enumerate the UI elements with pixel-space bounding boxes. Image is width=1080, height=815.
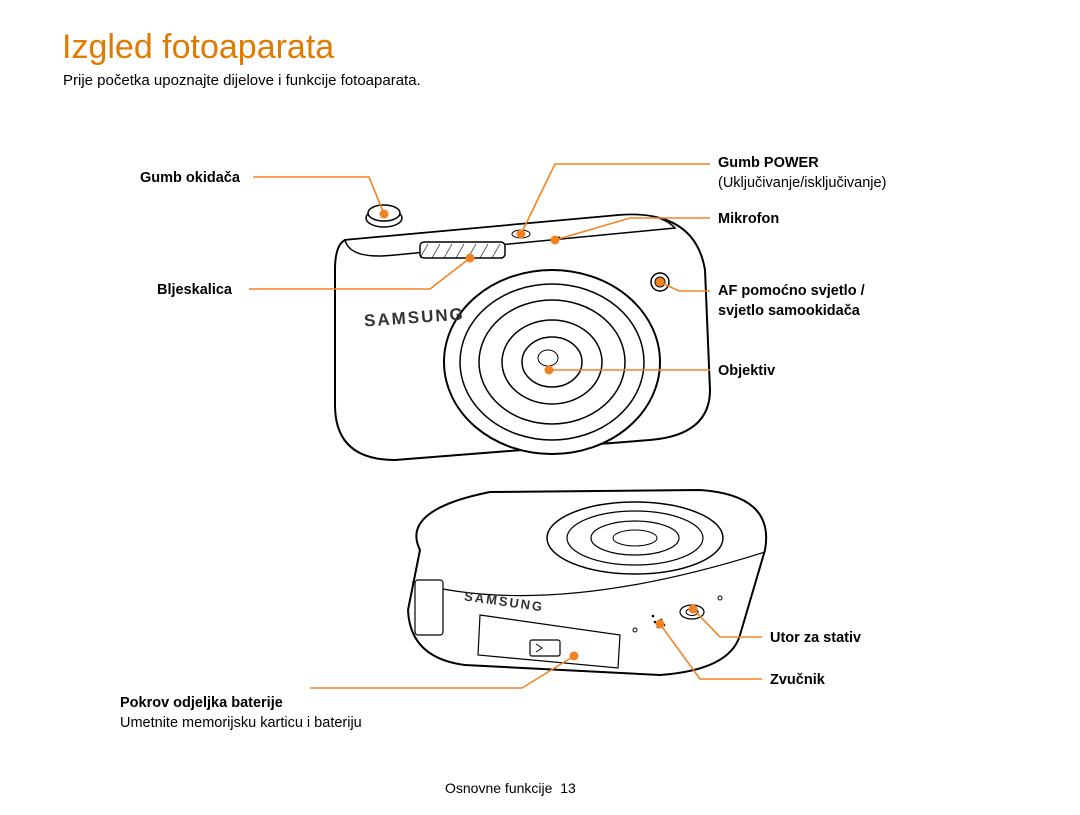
callout-lens: Objektiv xyxy=(718,362,775,382)
callout-af-title: AF pomoćno svjetlo /svjetlo samookidača xyxy=(718,283,865,319)
camera-bottom-view: SAMSUNG xyxy=(370,470,790,700)
callout-power: Gumb POWER (Uključivanje/isključivanje) xyxy=(718,154,886,193)
callout-mic: Mikrofon xyxy=(718,210,779,230)
callout-flash-title: Bljeskalica xyxy=(157,282,232,298)
callout-power-desc: (Uključivanje/isključivanje) xyxy=(718,175,886,191)
callout-speaker: Zvučnik xyxy=(770,671,825,691)
callout-batt-title: Pokrov odjeljka baterije xyxy=(120,695,283,711)
callout-power-title: Gumb POWER xyxy=(718,155,819,171)
callout-batt-desc: Umetnite memorijsku karticu i bateriju xyxy=(120,715,362,731)
callout-tripod: Utor za stativ xyxy=(770,629,861,649)
callout-batt: Pokrov odjeljka baterije Umetnite memorij… xyxy=(120,694,362,733)
callout-af: AF pomoćno svjetlo /svjetlo samookidača xyxy=(718,282,865,321)
page-footer: Osnovne funkcije 13 xyxy=(445,780,576,796)
callout-lens-title: Objektiv xyxy=(718,363,775,379)
page-subtitle: Prije početka upoznajte dijelove i funkc… xyxy=(63,72,421,89)
footer-section: Osnovne funkcije xyxy=(445,780,552,796)
callout-shutter-title: Gumb okidača xyxy=(140,170,240,186)
callout-mic-title: Mikrofon xyxy=(718,211,779,227)
callout-flash: Bljeskalica xyxy=(157,281,232,301)
callout-speaker-title: Zvučnik xyxy=(770,672,825,688)
callout-shutter: Gumb okidača xyxy=(140,169,240,189)
footer-page-number: 13 xyxy=(560,780,576,796)
camera-front-view: SAMSUNG xyxy=(300,180,730,480)
page-title: Izgled fotoaparata xyxy=(62,28,334,67)
callout-tripod-title: Utor za stativ xyxy=(770,630,861,646)
